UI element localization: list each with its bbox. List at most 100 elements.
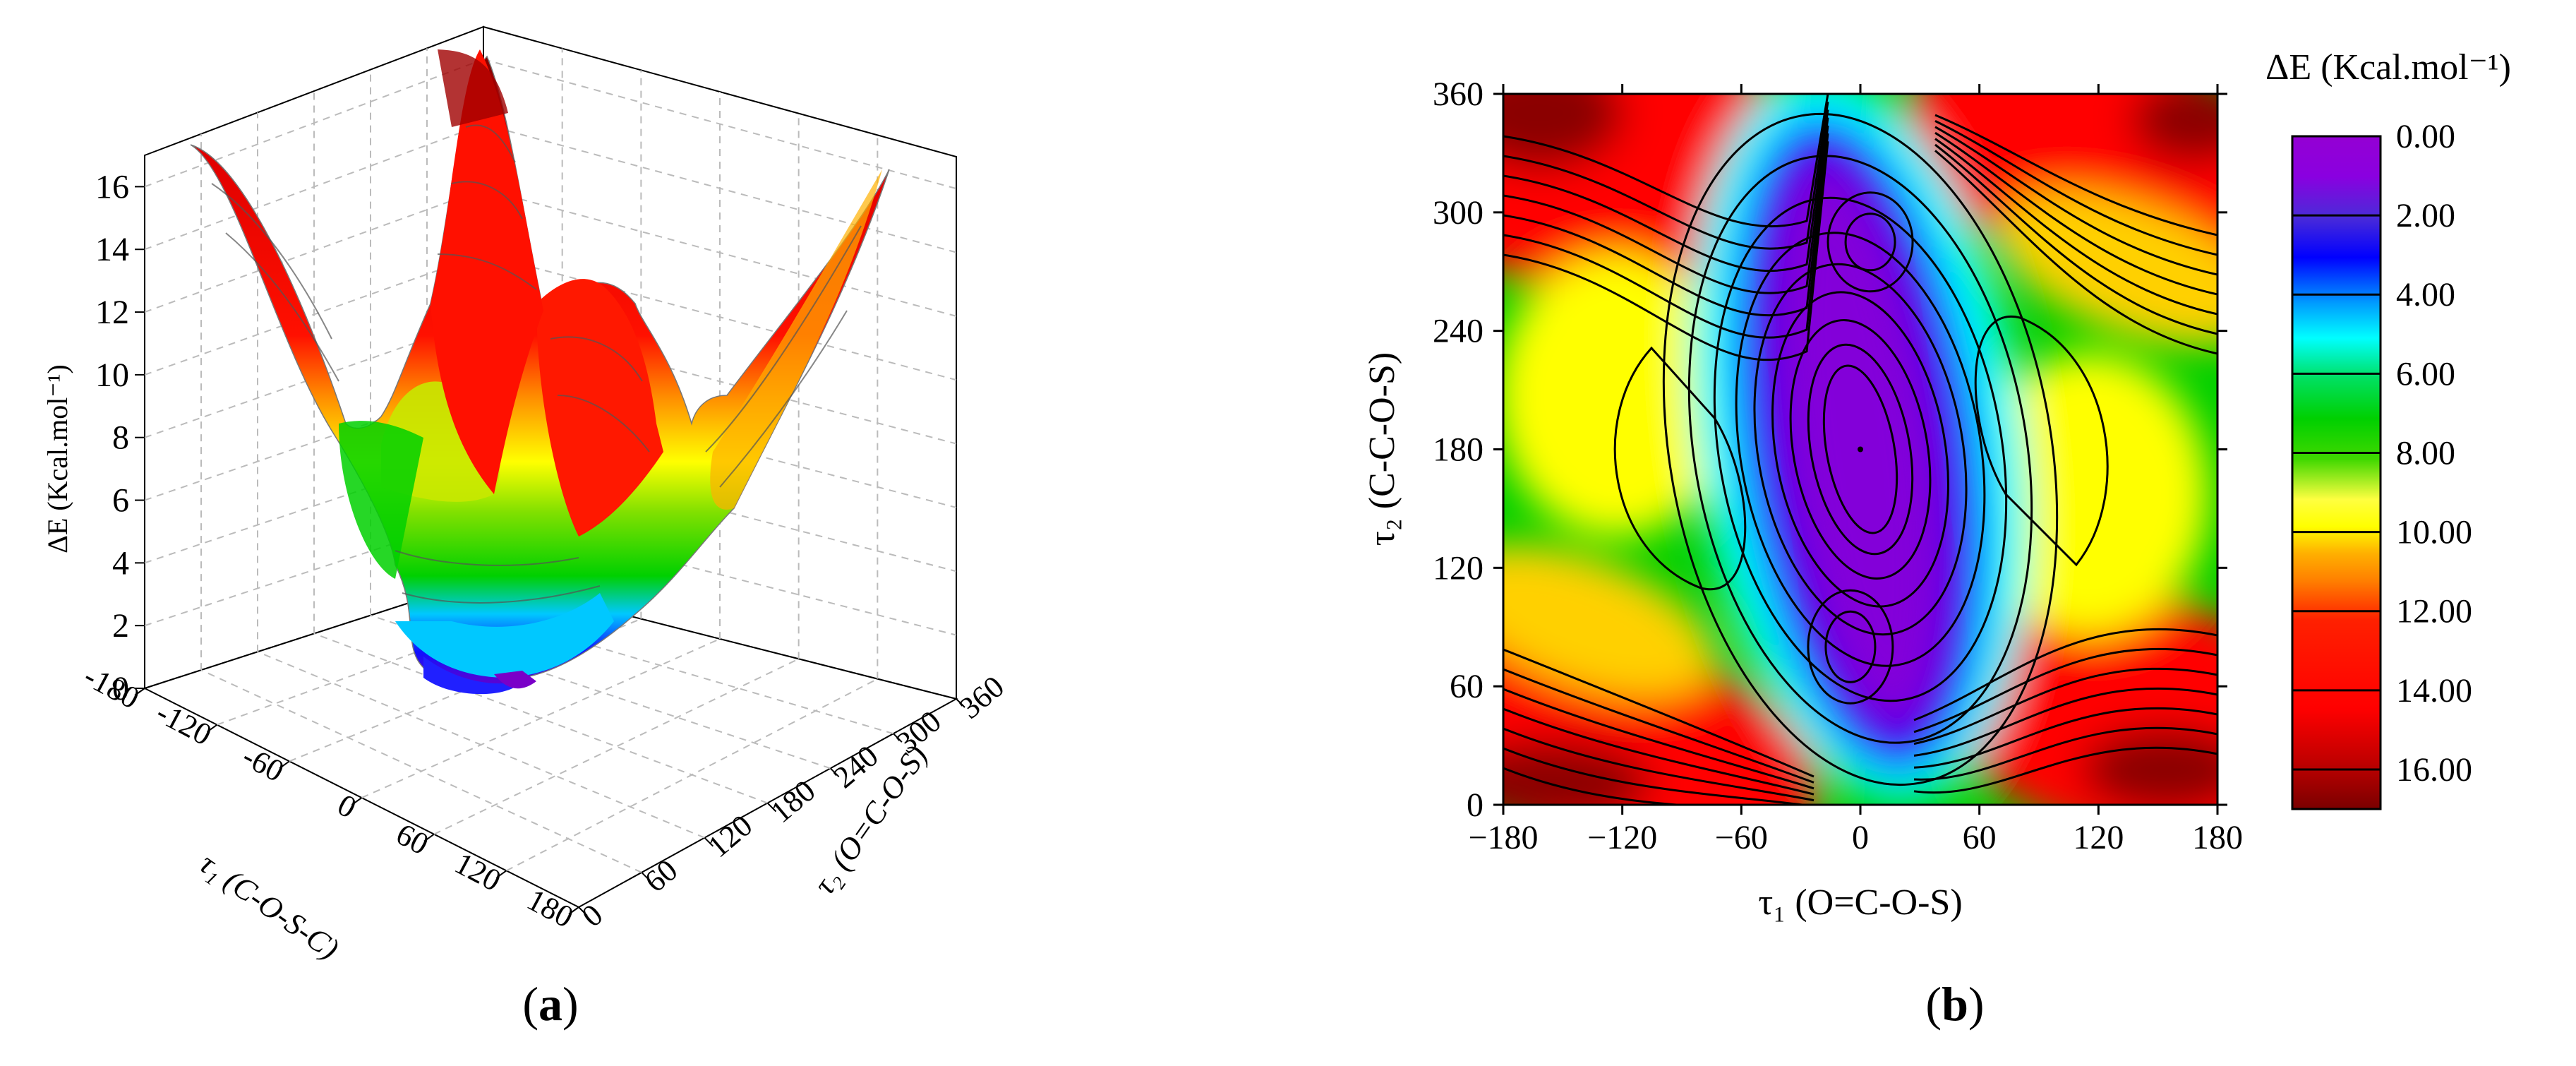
x-tick-label: 180 [2192, 819, 2243, 856]
z-tick-label: 10 [95, 357, 129, 394]
contour-line [1844, 212, 1896, 272]
contour-line [1503, 747, 1812, 805]
contour-line [1934, 120, 2217, 256]
colorbar [2291, 135, 2382, 810]
x-tick-label: 0 [1852, 819, 1869, 856]
energy-surface [190, 49, 890, 695]
colorbar-tick-label: 14.00 [2396, 672, 2472, 709]
contour-line [1503, 133, 1829, 339]
colorbar-title: ΔE (Kcal.mol⁻¹) [2265, 47, 2511, 88]
colorbar-tick-label: 12.00 [2396, 593, 2472, 630]
contour-lines [1503, 94, 2217, 805]
contour-line [1807, 589, 1894, 705]
y-tick-label: 360 [953, 669, 1011, 726]
panel-label-b: (b) [1925, 977, 1984, 1031]
x-tick-mark [206, 724, 218, 733]
z-tick-label: 0 [112, 670, 129, 707]
contour-line [1934, 138, 2217, 316]
heatmap-y-label: τ₂ (C-C-O-S) [1362, 352, 1402, 546]
contour-line [1826, 191, 1914, 293]
z-tick-label: 12 [95, 294, 129, 331]
contour-line [1503, 707, 1814, 796]
heatmap-x-label: τ₁ (O=C-O-S) [1758, 882, 1962, 923]
colorbar-tick-label: 2.00 [2396, 197, 2455, 234]
x-axis-label: τ₁ (C-O-S-C) [193, 846, 345, 966]
contour-line [1503, 101, 1829, 250]
x-tick-mark [134, 688, 145, 696]
contour-line [1934, 150, 2217, 355]
colorbar-tick-label: 4.00 [2396, 276, 2455, 313]
colorbar-tick-label: 6.00 [2396, 355, 2455, 393]
contour-line [1503, 125, 1829, 317]
contour-heatmap: −180 −120 −60 0 60 120 180 0 60 120 180 240 300 360 τ… [1362, 47, 2511, 923]
y-tick-label: 180 [1433, 431, 1483, 469]
contour-line [1503, 141, 1829, 361]
colorbar-ticks: 0.00 2.00 4.00 6.00 8.00 10.00 12.00 14.00 16.00 [2292, 118, 2472, 789]
y-tick-label: 120 [1433, 549, 1483, 587]
y-tick-mark [893, 733, 903, 743]
contour-line [1503, 767, 1692, 805]
contour-line [1913, 648, 2217, 733]
contour-line [1974, 315, 2109, 567]
y-tick-mark [641, 872, 651, 882]
y-tick-mark [766, 802, 777, 813]
contour-line [1807, 343, 1914, 556]
x-tick-mark [351, 797, 363, 806]
contour-line [1613, 346, 1747, 591]
contour-line [1771, 291, 1949, 608]
contour-line [1503, 688, 1814, 790]
contour-line [1913, 707, 2217, 769]
z-tick-label: 14 [95, 231, 129, 268]
x-tick-label: 120 [2073, 819, 2124, 856]
heatmap-fill [1503, 94, 2217, 805]
contour-line [1753, 263, 1968, 636]
contour-line [1503, 117, 1829, 294]
x-tick-mark [495, 870, 507, 879]
colorbar-tick-label: 10.00 [2396, 514, 2472, 551]
minimum-marker [1858, 446, 1863, 453]
z-tick-label: 4 [112, 544, 129, 582]
colorbar-tick-label: 0.00 [2396, 118, 2455, 155]
panel-label-a: (a) [522, 977, 578, 1031]
x-tick-label: 60 [1963, 819, 1997, 856]
x-tick-label: −120 [1587, 819, 1657, 856]
x-tick-label: −180 [1468, 819, 1538, 856]
y-tick-label: 300 [1433, 194, 1483, 232]
colorbar-tick-label: 16.00 [2396, 751, 2472, 789]
y-tick-mark [956, 698, 965, 708]
contour-line [1913, 628, 2217, 721]
x-tick-label: −60 [1715, 819, 1768, 856]
y-tick-label: 60 [1450, 668, 1483, 705]
y-tick-label: 360 [1433, 76, 1483, 113]
z-tick-label: 6 [112, 482, 129, 520]
contour-line [1934, 114, 2217, 236]
y-tick-mark [829, 767, 840, 778]
heatmap-ticks: −180 −120 −60 0 60 120 180 0 60 120 180 240 300 360 [1433, 76, 2243, 856]
contour-line [1824, 610, 1877, 683]
contour-line [1789, 319, 1932, 580]
contour-line [1735, 232, 1986, 667]
contour-line [1503, 648, 1814, 778]
contour-line [1503, 668, 1814, 784]
contour-line [1934, 126, 2217, 276]
x-tick-mark [568, 906, 579, 915]
x-tick-mark [279, 760, 290, 769]
z-axis-label: ΔE (Kcal.mol⁻¹) [42, 364, 73, 553]
z-tick-label: 2 [112, 607, 129, 645]
contour-line [1913, 726, 2217, 781]
contour-line [1687, 155, 2033, 744]
y-tick-mark [704, 837, 714, 847]
y-tick-label: 0 [575, 897, 609, 934]
y-tick-label: 240 [1433, 313, 1483, 350]
contour-line [1503, 109, 1829, 273]
contour-line [1662, 112, 2059, 786]
z-tick-label: 8 [112, 419, 129, 457]
contour-line [1913, 687, 2217, 757]
colorbar-tick-label: 8.00 [2396, 434, 2455, 472]
contour-line [1503, 94, 1829, 228]
x-tick-mark [423, 833, 435, 842]
contour-line [1934, 131, 2217, 296]
contour-line [1503, 727, 1814, 802]
